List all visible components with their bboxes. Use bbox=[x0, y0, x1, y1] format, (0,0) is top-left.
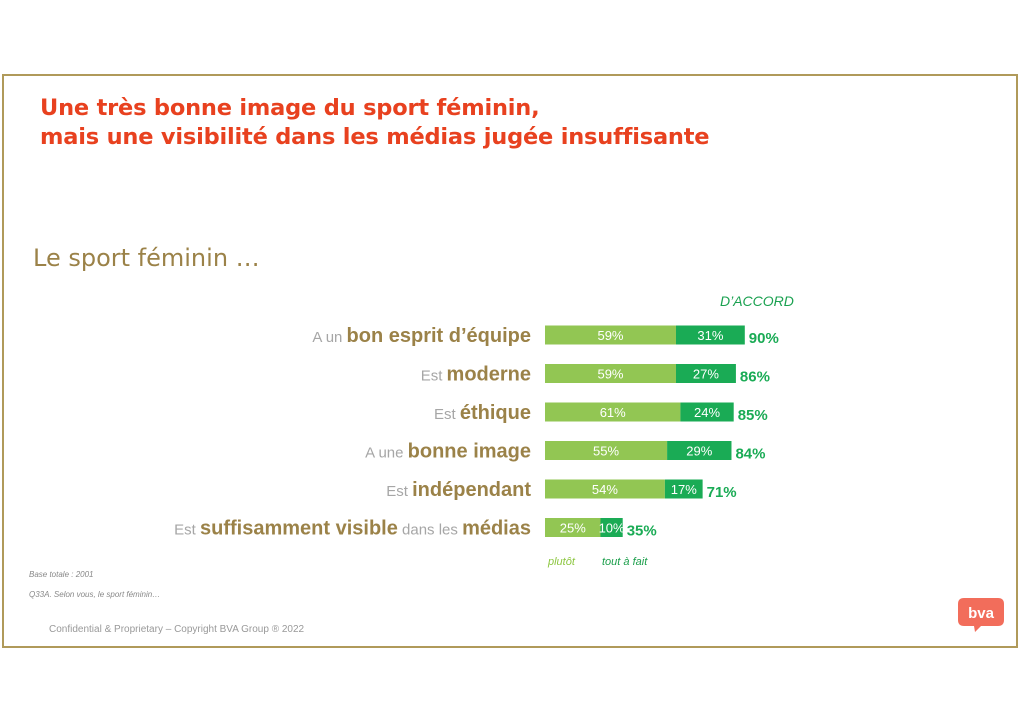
category-label: A une bonne image bbox=[365, 441, 531, 463]
bar-tout-a-fait bbox=[664, 479, 703, 499]
category-label-bold: moderne bbox=[447, 364, 531, 386]
bar-value-label: 31% bbox=[697, 328, 723, 343]
bar-plutot bbox=[545, 441, 668, 460]
stacked-bar-chart: A un bon esprit d’équipe 59% 31% 90% Est mod… bbox=[174, 325, 779, 540]
category-label-bold: indépendant bbox=[412, 479, 531, 501]
category-label-prefix: Est bbox=[386, 483, 412, 500]
category-label-prefix: A un bbox=[312, 329, 346, 346]
bar-value-label: 54% bbox=[592, 482, 618, 497]
category-label-prefix: Est bbox=[421, 368, 447, 385]
category-label: Est éthique bbox=[434, 402, 531, 424]
category-label-bold: suffisamment visible bbox=[200, 518, 398, 540]
bar-value-label: 10% bbox=[599, 521, 625, 536]
category-label: Est suffisamment visible dans les médias bbox=[174, 518, 531, 540]
bar-plutot bbox=[545, 402, 681, 422]
slide-title: Une très bonne image du sport féminin, m… bbox=[40, 94, 710, 152]
category-label-bold: médias bbox=[462, 518, 531, 540]
title-line-2: mais une visibilité dans les médias jugé… bbox=[40, 124, 710, 150]
bar-value-label: 59% bbox=[597, 328, 623, 343]
bar-value-label: 27% bbox=[693, 367, 719, 382]
category-label-bold: éthique bbox=[460, 402, 531, 424]
svg-text:bva: bva bbox=[968, 605, 995, 622]
category-label: Est moderne bbox=[421, 364, 531, 386]
bar-value-label: 29% bbox=[686, 444, 712, 459]
total-value-label: 71% bbox=[707, 484, 737, 501]
bar-value-label: 25% bbox=[560, 521, 586, 536]
base-footnote: Base totale : 2001 bbox=[29, 570, 94, 579]
confidential-notice: Confidential & Proprietary – Copyright B… bbox=[49, 624, 305, 635]
bva-logo: bva bbox=[958, 598, 1004, 632]
question-footnote: Q33A. Selon vous, le sport féminin… bbox=[29, 590, 161, 599]
category-label-bold: bon esprit d’équipe bbox=[347, 325, 531, 347]
bar-plutot bbox=[545, 518, 601, 537]
category-label-prefix: Est bbox=[434, 406, 460, 423]
category-label-prefix: Est bbox=[174, 522, 200, 539]
total-value-label: 86% bbox=[740, 369, 770, 386]
legend-tout-a-fait: tout à fait bbox=[602, 556, 648, 568]
total-header: D’ACCORD bbox=[720, 293, 794, 309]
bar-tout-a-fait bbox=[675, 325, 745, 345]
bar-value-label: 55% bbox=[593, 444, 619, 459]
total-value-label: 85% bbox=[738, 407, 768, 424]
legend-plutot: plutôt bbox=[548, 556, 575, 568]
chart-subtitle: Le sport féminin … bbox=[33, 244, 260, 272]
bar-value-label: 17% bbox=[671, 482, 697, 497]
total-value-label: 90% bbox=[749, 330, 779, 347]
bar-plutot bbox=[545, 364, 676, 383]
bar-value-label: 59% bbox=[597, 367, 623, 382]
bar-tout-a-fait bbox=[680, 402, 734, 422]
category-label-bold: bonne image bbox=[408, 441, 531, 463]
total-value-label: 84% bbox=[735, 446, 765, 463]
bar-tout-a-fait bbox=[600, 518, 623, 537]
category-label-prefix: A une bbox=[365, 445, 408, 462]
category-label: Est indépendant bbox=[386, 479, 531, 501]
category-label: A un bon esprit d’équipe bbox=[312, 325, 531, 347]
category-label-prefix: dans les bbox=[398, 522, 462, 539]
slide-frame bbox=[2, 74, 1018, 648]
bar-plutot bbox=[545, 479, 665, 499]
bar-tout-a-fait bbox=[675, 364, 736, 383]
bar-value-label: 61% bbox=[600, 405, 626, 420]
bar-tout-a-fait bbox=[667, 441, 732, 460]
bar-plutot bbox=[545, 325, 676, 345]
bar-value-label: 24% bbox=[694, 405, 720, 420]
title-line-1: Une très bonne image du sport féminin, bbox=[40, 95, 540, 121]
total-value-label: 35% bbox=[627, 523, 657, 540]
